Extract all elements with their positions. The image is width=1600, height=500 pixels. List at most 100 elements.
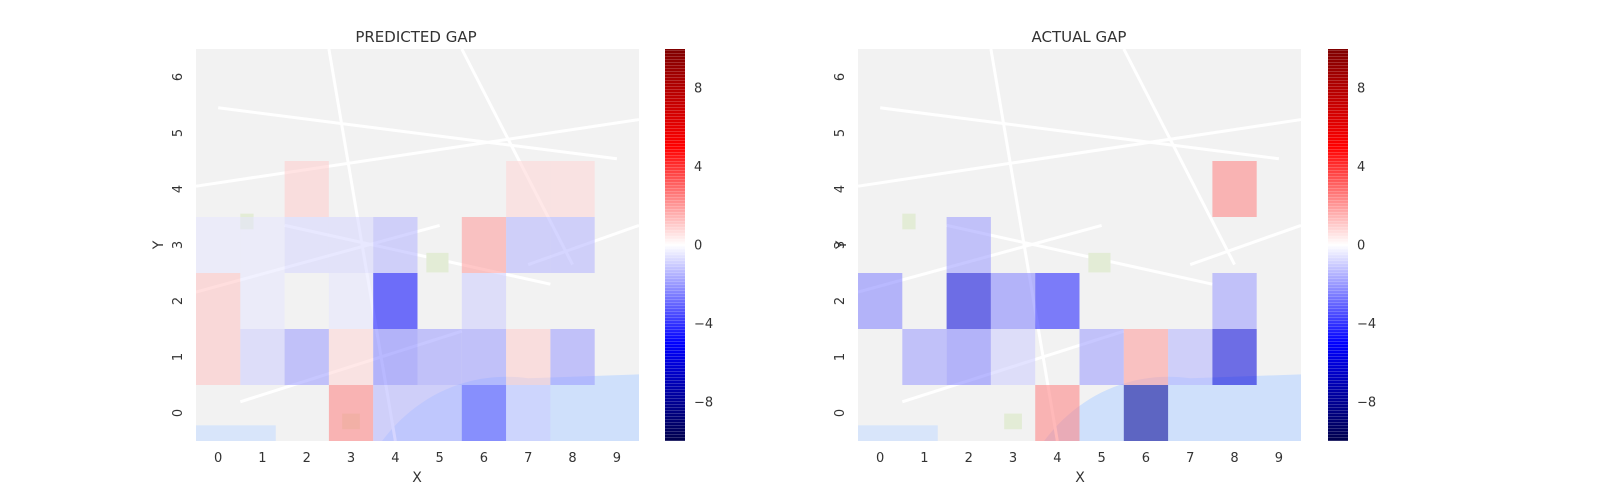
x-tick-label: 1 [920, 451, 928, 466]
heatmap-cell [328, 385, 374, 441]
y-tick-label: 5 [171, 129, 186, 137]
y-tick-label: 3 [171, 241, 186, 249]
heatmap-cell [373, 385, 418, 441]
map-road [1122, 48, 1236, 266]
colorbar-tick-label: 8 [694, 82, 702, 97]
heatmap-cell [461, 385, 507, 441]
x-tick-label: 0 [876, 451, 884, 466]
heatmap-cell [461, 217, 507, 273]
heatmap-cell [1168, 329, 1213, 385]
heatmap-cell [1212, 273, 1257, 329]
heatmap-cell [506, 385, 551, 441]
colorbar-tick-label: 0 [1357, 239, 1365, 254]
colorbar-tick-label: 0 [694, 239, 702, 254]
heatmap-cell [1212, 329, 1257, 385]
heatmap-cell [1123, 385, 1169, 441]
x-tick-label: 4 [391, 451, 399, 466]
map-park [1004, 413, 1022, 430]
y-axis-label: Y [151, 240, 167, 250]
heatmap-cell [373, 217, 418, 273]
map-road [879, 106, 1280, 161]
y-tick-label: 0 [171, 409, 186, 417]
chart-title: PREDICTED GAP [355, 28, 476, 46]
heatmap-cell [1079, 329, 1124, 385]
heatmap-cell [240, 273, 285, 329]
x-tick-label: 7 [1186, 451, 1194, 466]
y-tick-label: 1 [171, 353, 186, 361]
actual-gap-panel: ACTUAL GAP 0 1 2 3 4 5 6 7 8 9 0 1 2 3 4 5 6 X Y 8 4 0 −4 −… [833, 28, 1376, 486]
colorbar-tick-label: 4 [1357, 160, 1365, 175]
x-tick-label: 2 [965, 451, 973, 466]
map-road [217, 106, 618, 161]
heatmap-cell [328, 217, 374, 273]
y-tick-label: 0 [833, 409, 848, 417]
x-tick-labels: 0 1 2 3 4 5 6 7 8 9 [876, 451, 1283, 466]
heatmap-cell [506, 217, 551, 273]
colorbar-stripes [665, 49, 685, 441]
y-tick-label: 4 [833, 185, 848, 193]
map-park [1088, 252, 1111, 273]
x-tick-label: 3 [1009, 451, 1017, 466]
river-area [1044, 374, 1301, 441]
heatmap-cell [858, 273, 903, 329]
heatmap-plot-area [857, 48, 1302, 442]
heatmap-cell [990, 329, 1036, 385]
x-tick-label: 6 [1142, 451, 1150, 466]
heatmap-cell [506, 161, 551, 217]
heatmap-cell [240, 217, 285, 273]
heatmap-cell [902, 329, 947, 385]
map-road [195, 118, 640, 188]
y-tick-label: 2 [171, 297, 186, 305]
chart-title: ACTUAL GAP [1032, 28, 1127, 46]
colorbar: 8 4 0 −4 −8 [1328, 49, 1376, 441]
heatmap-cell [328, 329, 374, 385]
y-tick-label: 5 [833, 129, 848, 137]
colorbar: 8 4 0 −4 −8 [665, 49, 713, 441]
heatmap-cell [461, 273, 507, 329]
heatmap-cell [461, 329, 507, 385]
x-tick-label: 5 [436, 451, 444, 466]
y-tick-label: 6 [171, 73, 186, 81]
colorbar-tick-label: −8 [1357, 395, 1376, 410]
heatmap-cell [284, 217, 329, 273]
x-tick-label: 7 [524, 451, 532, 466]
y-tick-label: 3 [833, 241, 848, 249]
x-tick-label: 4 [1053, 451, 1061, 466]
y-tick-label: 6 [833, 73, 848, 81]
y-tick-labels: 0 1 2 3 4 5 6 [833, 73, 848, 417]
heatmap-cell [1123, 329, 1169, 385]
x-tick-label: 1 [258, 451, 266, 466]
colorbar-tick-label: −4 [694, 317, 713, 332]
x-axis-label: X [412, 470, 422, 486]
heatmap-cell [373, 329, 418, 385]
heatmap-cell [990, 273, 1036, 329]
heatmap-cell [417, 385, 462, 441]
heatmap-cell [1035, 273, 1080, 329]
colorbar-stripes [1328, 49, 1348, 441]
x-tick-label: 6 [480, 451, 488, 466]
y-tick-label: 2 [833, 297, 848, 305]
heatmap-cell [1035, 385, 1080, 441]
x-tick-label: 3 [347, 451, 355, 466]
heatmap-cell [417, 329, 462, 385]
heatmap-cell [946, 329, 991, 385]
x-axis-label: X [1075, 470, 1085, 486]
y-tick-label: 1 [833, 353, 848, 361]
heatmap-cell [196, 273, 241, 329]
x-tick-label: 8 [568, 451, 576, 466]
heatmap-cell [284, 161, 329, 217]
colorbar-tick-label: 4 [694, 160, 702, 175]
y-tick-label: 4 [171, 185, 186, 193]
y-tick-labels: 0 1 2 3 4 5 6 [171, 73, 186, 417]
heatmap-cell [550, 329, 595, 385]
colorbar-tick-label: −4 [1357, 317, 1376, 332]
sea-area [196, 425, 276, 441]
x-tick-label: 9 [1275, 451, 1283, 466]
colorbar-tick-label: 8 [1357, 82, 1365, 97]
map-road [857, 118, 1302, 188]
x-tick-label: 5 [1098, 451, 1106, 466]
x-tick-label: 0 [214, 451, 222, 466]
heatmap-cell [240, 329, 285, 385]
heatmap-cell [550, 161, 595, 217]
